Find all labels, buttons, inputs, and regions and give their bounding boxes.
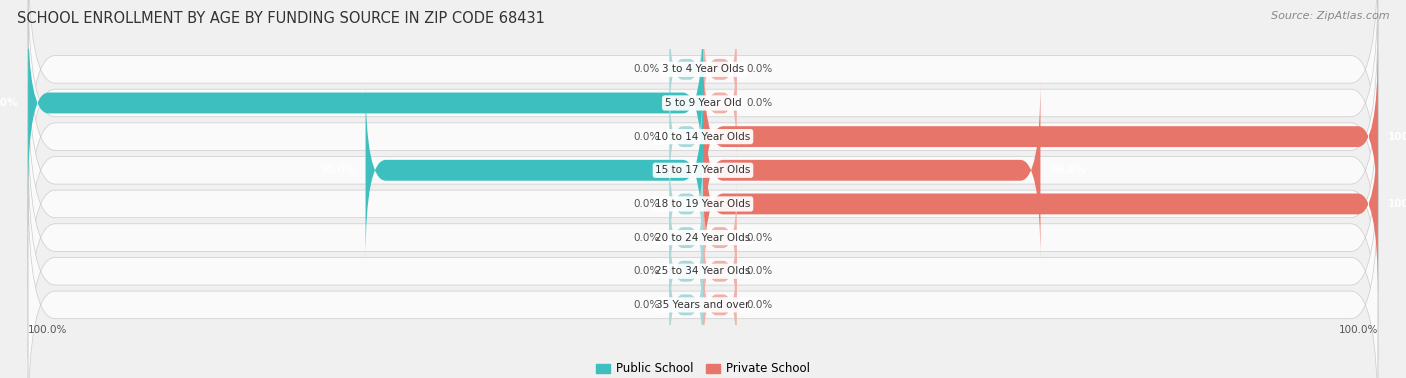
- Text: Source: ZipAtlas.com: Source: ZipAtlas.com: [1271, 11, 1389, 21]
- FancyBboxPatch shape: [28, 150, 1378, 378]
- Text: 0.0%: 0.0%: [747, 64, 773, 74]
- FancyBboxPatch shape: [703, 248, 737, 362]
- FancyBboxPatch shape: [703, 80, 1040, 261]
- Text: 100.0%: 100.0%: [0, 98, 18, 108]
- Text: 0.0%: 0.0%: [747, 266, 773, 276]
- FancyBboxPatch shape: [669, 147, 703, 261]
- Text: 15 to 17 Year Olds: 15 to 17 Year Olds: [655, 165, 751, 175]
- FancyBboxPatch shape: [28, 83, 1378, 325]
- Text: 10 to 14 Year Olds: 10 to 14 Year Olds: [655, 132, 751, 142]
- FancyBboxPatch shape: [703, 113, 1378, 294]
- Text: 35 Years and over: 35 Years and over: [657, 300, 749, 310]
- FancyBboxPatch shape: [669, 248, 703, 362]
- Text: 100.0%: 100.0%: [1388, 132, 1406, 142]
- FancyBboxPatch shape: [703, 181, 737, 294]
- Text: 0.0%: 0.0%: [633, 132, 659, 142]
- FancyBboxPatch shape: [28, 184, 1378, 378]
- Text: 100.0%: 100.0%: [1339, 325, 1378, 335]
- Text: 100.0%: 100.0%: [1388, 199, 1406, 209]
- FancyBboxPatch shape: [703, 46, 737, 160]
- FancyBboxPatch shape: [669, 214, 703, 328]
- Text: 50.0%: 50.0%: [1050, 165, 1087, 175]
- Text: 0.0%: 0.0%: [633, 64, 659, 74]
- FancyBboxPatch shape: [703, 12, 737, 126]
- Text: 0.0%: 0.0%: [747, 98, 773, 108]
- Text: 0.0%: 0.0%: [633, 300, 659, 310]
- Text: 0.0%: 0.0%: [633, 232, 659, 243]
- Text: 0.0%: 0.0%: [633, 199, 659, 209]
- Text: 3 to 4 Year Olds: 3 to 4 Year Olds: [662, 64, 744, 74]
- FancyBboxPatch shape: [28, 50, 1378, 291]
- FancyBboxPatch shape: [28, 0, 1378, 190]
- FancyBboxPatch shape: [703, 214, 737, 328]
- FancyBboxPatch shape: [28, 16, 1378, 257]
- Legend: Public School, Private School: Public School, Private School: [592, 358, 814, 378]
- Text: 5 to 9 Year Old: 5 to 9 Year Old: [665, 98, 741, 108]
- Text: 100.0%: 100.0%: [28, 325, 67, 335]
- FancyBboxPatch shape: [669, 12, 703, 126]
- FancyBboxPatch shape: [669, 80, 703, 194]
- Text: 20 to 24 Year Olds: 20 to 24 Year Olds: [655, 232, 751, 243]
- FancyBboxPatch shape: [28, 12, 703, 194]
- Text: 18 to 19 Year Olds: 18 to 19 Year Olds: [655, 199, 751, 209]
- FancyBboxPatch shape: [669, 181, 703, 294]
- Text: 0.0%: 0.0%: [633, 266, 659, 276]
- Text: 50.0%: 50.0%: [319, 165, 356, 175]
- Text: SCHOOL ENROLLMENT BY AGE BY FUNDING SOURCE IN ZIP CODE 68431: SCHOOL ENROLLMENT BY AGE BY FUNDING SOUR…: [17, 11, 544, 26]
- Text: 0.0%: 0.0%: [747, 232, 773, 243]
- FancyBboxPatch shape: [703, 46, 1378, 227]
- FancyBboxPatch shape: [28, 117, 1378, 358]
- Text: 25 to 34 Year Olds: 25 to 34 Year Olds: [655, 266, 751, 276]
- FancyBboxPatch shape: [28, 0, 1378, 224]
- Text: 0.0%: 0.0%: [747, 300, 773, 310]
- FancyBboxPatch shape: [366, 80, 703, 261]
